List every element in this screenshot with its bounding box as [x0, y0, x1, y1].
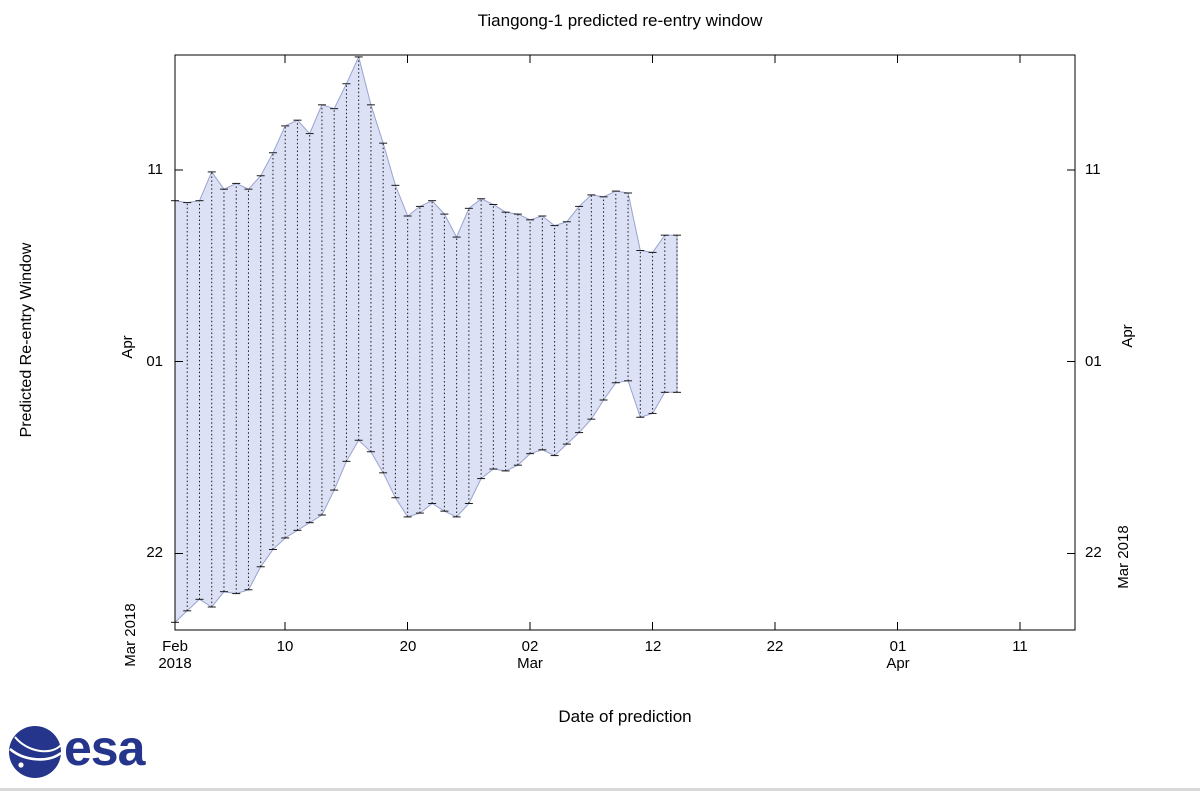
x-tick-label-mar12: 12 — [644, 638, 662, 655]
y-tick-label-left-mar22: 22 — [146, 544, 163, 561]
x-tick-label-feb10: 10 — [276, 638, 294, 655]
chart-title: Tiangong-1 predicted re-entry window — [477, 11, 763, 30]
y-axis-label: Predicted Re-entry Window — [18, 242, 35, 438]
y-tick-label-right-apr01: 01 — [1085, 353, 1102, 370]
month-label-mar2018-right: Mar 2018 — [1115, 525, 1132, 589]
month-label-mar2018-left: Mar 2018 — [122, 603, 139, 667]
month-label-apr-right: Apr — [1119, 324, 1136, 348]
x-tick-label-feb20: 20 — [399, 638, 417, 655]
month-label-apr-left: Apr — [119, 335, 136, 359]
esa-logo: esa — [8, 720, 145, 782]
x-tick-label-apr01: 01 Apr — [886, 638, 910, 672]
esa-logo-globe-icon — [9, 726, 62, 778]
x-tick-label-apr11: 11 — [1012, 638, 1028, 655]
y-tick-label-left-apr11: 11 — [147, 161, 163, 178]
x-tick-label-feb2018: Feb 2018 — [158, 638, 192, 672]
x-tick-label-mar22: 22 — [766, 638, 784, 655]
x-axis-label: Date of prediction — [558, 707, 692, 726]
y-tick-label-right-mar22: 22 — [1085, 544, 1102, 561]
y-tick-label-left-apr01: 01 — [146, 353, 163, 370]
esa-wordmark: esa — [64, 720, 145, 776]
x-tick-label-mar02: 02 Mar — [517, 638, 543, 672]
bottom-border — [0, 788, 1200, 791]
y-tick-label-right-apr11: 11 — [1085, 161, 1101, 178]
